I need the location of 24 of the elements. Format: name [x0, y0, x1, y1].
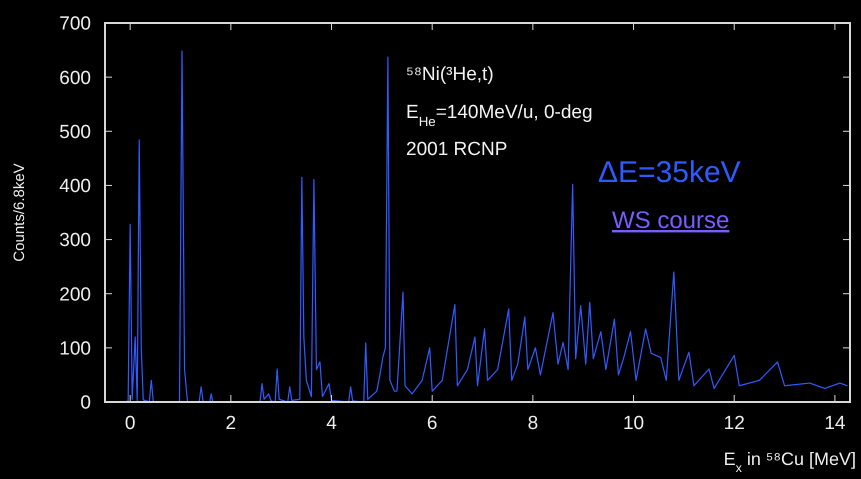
- annotation: WS course: [612, 207, 730, 234]
- annotation: E$_{He}$=140MeV/u, 0-deg: [406, 102, 593, 128]
- line-series: [124, 50, 848, 403]
- x-tick-label: 10: [622, 413, 644, 434]
- x-tick-label: 0: [124, 413, 136, 434]
- y-tick-label: 100: [59, 338, 91, 360]
- x-tick-label: 4: [326, 413, 338, 434]
- y-tick-label: 600: [59, 68, 91, 89]
- annotation: ΔE=35keV: [598, 156, 741, 189]
- y-tick-label: 0: [80, 392, 91, 414]
- y-tick-label: 200: [59, 284, 91, 306]
- x-tick-label: 14: [824, 413, 846, 434]
- y-axis-title: Counts/6.8keV: [11, 163, 28, 262]
- y-tick-label: 500: [59, 122, 91, 143]
- y-tick-label: 700: [59, 14, 91, 35]
- x-tick-label: 12: [724, 413, 745, 434]
- x-tick-label: 8: [528, 413, 538, 434]
- x-axis-title: E$_{x}$ in ⁵⁸Cu [MeV]: [724, 449, 856, 475]
- y-tick-label: 400: [59, 176, 91, 198]
- annotation: 2001 RCNP: [406, 139, 508, 160]
- annotation: ⁵⁸Ni(³He,t): [406, 64, 494, 85]
- x-tick-label: 2: [226, 413, 236, 434]
- y-tick-label: 300: [59, 230, 91, 252]
- x-tick-label: 6: [426, 413, 438, 434]
